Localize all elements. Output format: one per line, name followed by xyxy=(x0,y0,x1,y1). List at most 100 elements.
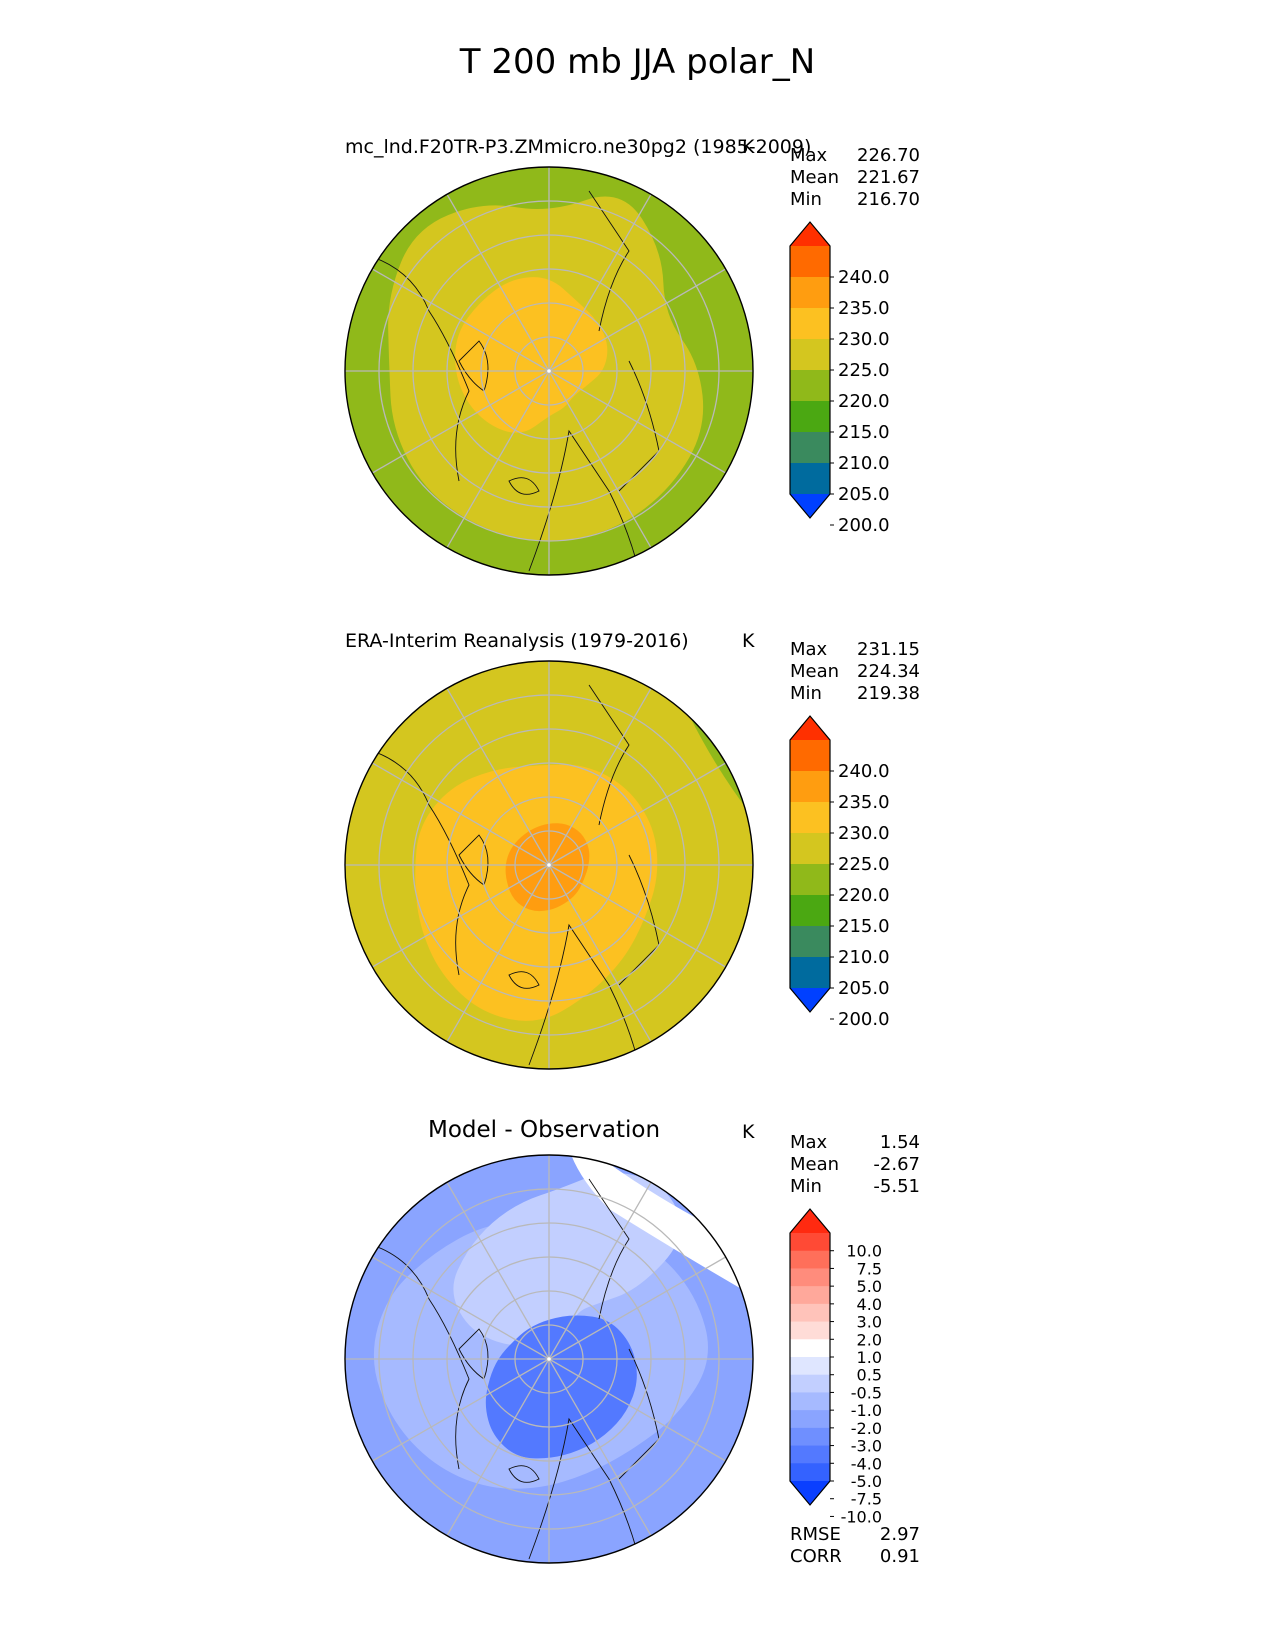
corr-label: CORR xyxy=(790,1546,842,1567)
colorbar-tick-label: 225.0 xyxy=(838,360,890,381)
meridian-line xyxy=(548,762,726,866)
coastline-segment xyxy=(348,250,470,482)
colorbar-tick-label: 230.0 xyxy=(838,329,890,350)
panel-3-units: K xyxy=(742,1121,755,1143)
meridian-line xyxy=(548,268,726,372)
panel-3-polar-map xyxy=(344,1154,754,1564)
panel-2-stats: Max Mean Min 231.15 224.34 219.38 xyxy=(790,639,920,705)
colorbar-tick-label: 2.0 xyxy=(857,1330,882,1349)
colorbar-bin xyxy=(790,339,830,371)
pole-marker xyxy=(547,863,551,867)
meridian-line xyxy=(372,1358,550,1462)
map-fields xyxy=(345,1155,753,1563)
panel-3-stats: Max Mean Min 1.54 -2.67 -5.51 xyxy=(790,1132,920,1198)
stat-max-label: Max xyxy=(790,1132,828,1153)
map-boundary xyxy=(344,660,754,1070)
field-inner-warm xyxy=(455,277,608,433)
map-gridlines xyxy=(345,1155,753,1563)
colorbar-tick-label: 215.0 xyxy=(838,422,890,443)
coastline-segment xyxy=(528,429,640,572)
stat-max-value: 226.70 xyxy=(857,145,920,166)
coastline-segment xyxy=(508,1465,540,1483)
panel-2-units: K xyxy=(742,630,755,652)
colorbar-tick-label: 4.0 xyxy=(857,1295,882,1314)
meridian-line xyxy=(548,864,726,968)
colorbar-tick-label: 5.0 xyxy=(857,1277,882,1296)
meridian-line xyxy=(372,1256,550,1360)
colorbar-bin xyxy=(790,1233,830,1252)
panel-2-title: ERA-Interim Reanalysis (1979-2016) xyxy=(345,630,689,652)
map-boundary xyxy=(344,166,754,576)
colorbar-bin xyxy=(790,370,830,402)
stat-min-label: Min xyxy=(790,1176,822,1197)
colorbar-tick-label: 200.0 xyxy=(838,1009,890,1030)
stat-mean-label: Mean xyxy=(790,661,840,682)
stat-mean-value: 224.34 xyxy=(857,661,920,682)
colorbar-bin xyxy=(790,771,830,803)
stat-max-label: Max xyxy=(790,639,828,660)
panel-3-title: Model - Observation xyxy=(428,1117,661,1143)
colorbar-tick-label: -4.0 xyxy=(851,1454,882,1473)
stat-min-value: -5.51 xyxy=(873,1176,920,1197)
colorbar-tick-label: 1.0 xyxy=(857,1348,882,1367)
stat-min-label: Min xyxy=(790,683,822,704)
meridian-line xyxy=(372,762,550,866)
meridian-line xyxy=(548,1358,726,1462)
colorbar-bin xyxy=(790,1410,830,1429)
stat-min-value: 216.70 xyxy=(857,189,920,210)
meridian-line xyxy=(446,688,550,866)
meridian-line xyxy=(446,1358,550,1536)
panel-3-summary: RMSE CORR 2.97 0.91 xyxy=(790,1524,920,1568)
colorbar-bin xyxy=(790,926,830,958)
panel-1-colorbar: 240.0 235.0 230.0 225.0 220.0 215.0 210.0 205.0… xyxy=(789,221,890,536)
panel-3-colorbar: 10.07.55.04.03.02.01.00.5-0.5-1.0-2.0-3.… xyxy=(789,1208,882,1526)
colorbar-tick-label: 230.0 xyxy=(838,823,890,844)
stat-mean-label: Mean xyxy=(790,167,840,188)
colorbar-bin xyxy=(790,895,830,927)
colorbar-tick-label: 200.0 xyxy=(838,515,890,536)
colorbar-tick-label: 225.0 xyxy=(838,854,890,875)
field-white-band xyxy=(569,1155,753,1299)
stat-max-label: Max xyxy=(790,145,828,166)
pole-marker xyxy=(547,1357,551,1361)
map-boundary xyxy=(344,1154,754,1564)
rmse-value: 2.97 xyxy=(879,1524,920,1545)
stat-min-label: Min xyxy=(790,189,822,210)
stat-max-value: 231.15 xyxy=(857,639,920,660)
figure-title: T 200 mb JJA polar_N xyxy=(459,42,816,82)
colorbar-bin xyxy=(790,277,830,309)
colorbar-bin xyxy=(790,1357,830,1376)
colorbar-tick-label: 210.0 xyxy=(838,453,890,474)
colorbar-tick-label: 7.5 xyxy=(857,1259,882,1278)
colorbar-bin xyxy=(790,1268,830,1287)
rmse-label: RMSE xyxy=(790,1524,841,1545)
colorbar-bin xyxy=(790,432,830,464)
meridian-line xyxy=(372,370,550,474)
meridian-line xyxy=(548,1182,652,1360)
pole-marker xyxy=(547,369,551,373)
stat-mean-label: Mean xyxy=(790,1154,840,1175)
colorbar-tick-label: 210.0 xyxy=(838,947,890,968)
panel-1-title: mc_lnd.F20TR-P3.ZMmicro.ne30pg2 (1985-20… xyxy=(345,136,812,158)
colorbar-tick-label: 215.0 xyxy=(838,916,890,937)
meridian-line xyxy=(446,194,550,372)
colorbar-bin xyxy=(790,246,830,278)
colorbar-bin xyxy=(790,1303,830,1323)
meridian-line xyxy=(446,864,550,1042)
stat-min-value: 219.38 xyxy=(857,683,920,704)
stat-mean-value: -2.67 xyxy=(873,1154,920,1175)
coastline-segment xyxy=(348,1238,470,1470)
colorbar-tick-label: -10.0 xyxy=(841,1507,882,1526)
coastline-segment xyxy=(508,971,540,989)
colorbar-bin xyxy=(790,463,830,495)
colorbar-bin xyxy=(790,833,830,865)
meridian-line xyxy=(548,370,726,474)
colorbar-bin xyxy=(790,740,830,772)
meridian-line xyxy=(548,688,652,866)
stat-max-value: 1.54 xyxy=(879,1132,920,1153)
colorbar-extend-min xyxy=(790,494,830,518)
coastline-segment xyxy=(528,923,640,1066)
colorbar-tick-label: 3.0 xyxy=(857,1313,882,1332)
coastline-segment xyxy=(348,744,470,976)
colorbar-tick-label: -0.5 xyxy=(851,1383,882,1402)
